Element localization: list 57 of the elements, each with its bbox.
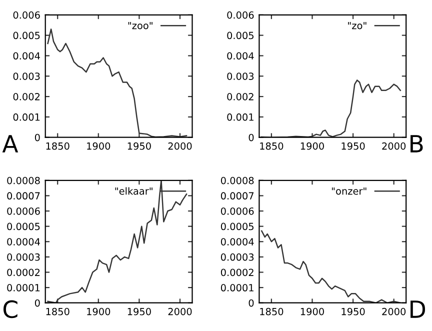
legend-label: "onzer" bbox=[332, 188, 366, 195]
y-tick-label: 0.0005 bbox=[7, 222, 40, 230]
y-tick-label: 0.0008 bbox=[220, 176, 254, 184]
y-tick-label: 0.0007 bbox=[220, 192, 254, 200]
y-tick-label: 0.0002 bbox=[7, 268, 40, 276]
x-tick-label: 1900 bbox=[300, 308, 324, 316]
y-tick-label: 0.0006 bbox=[220, 207, 254, 215]
x-tick-label: 1850 bbox=[46, 142, 70, 150]
y-tick-label: 0.0001 bbox=[220, 284, 254, 292]
y-tick-label: 0.005 bbox=[227, 32, 254, 40]
x-tick-label: 1900 bbox=[300, 142, 324, 150]
legend-label: "zoo" bbox=[128, 22, 152, 30]
x-tick-label: 1850 bbox=[260, 142, 284, 150]
x-tick-label: 2000 bbox=[382, 308, 406, 316]
x-tick-label: 2000 bbox=[382, 142, 406, 150]
y-tick-label: 0 bbox=[248, 299, 254, 307]
y-tick-label: 0 bbox=[34, 134, 40, 142]
y-tick-label: 0.0008 bbox=[7, 176, 40, 184]
y-tick-label: 0.001 bbox=[227, 113, 254, 121]
x-tick-label: 1950 bbox=[128, 308, 151, 316]
y-tick-label: 0.004 bbox=[13, 52, 40, 60]
y-tick-label: 0 bbox=[248, 134, 254, 142]
y-tick-label: 0.0001 bbox=[7, 284, 40, 292]
y-tick-label: 0.006 bbox=[227, 11, 254, 19]
y-tick-label: 0.003 bbox=[227, 72, 254, 80]
y-tick-label: 0.0003 bbox=[220, 253, 254, 261]
y-tick-label: 0.0004 bbox=[220, 238, 254, 246]
y-tick-label: 0.0007 bbox=[7, 192, 40, 200]
x-tick-label: 1950 bbox=[128, 142, 151, 150]
y-tick-label: 0.006 bbox=[13, 11, 40, 19]
y-tick-label: 0.002 bbox=[227, 93, 254, 100]
line-series bbox=[261, 80, 401, 138]
x-tick-label: 1900 bbox=[87, 308, 110, 316]
y-tick-label: 0.004 bbox=[227, 52, 254, 60]
x-tick-label: 1950 bbox=[342, 308, 365, 316]
y-tick-label: 0.002 bbox=[13, 93, 40, 100]
legend-label: "zo" bbox=[348, 22, 366, 30]
x-tick-label: 1950 bbox=[342, 142, 365, 150]
y-tick-label: 0.0005 bbox=[220, 222, 254, 230]
x-tick-label: 1850 bbox=[46, 308, 70, 316]
legend-label: "elkaar" bbox=[115, 187, 152, 195]
y-tick-label: 0 bbox=[34, 299, 40, 307]
x-tick-label: 1850 bbox=[260, 308, 284, 316]
y-tick-label: 0.0004 bbox=[7, 238, 40, 246]
y-tick-label: 0.0003 bbox=[7, 253, 40, 261]
text: C bbox=[3, 300, 18, 318]
text: B bbox=[410, 135, 423, 152]
y-tick-label: 0.0002 bbox=[220, 268, 254, 276]
y-tick-label: 0.005 bbox=[13, 32, 40, 40]
y-tick-label: 0.001 bbox=[13, 113, 40, 121]
x-tick-label: 1900 bbox=[87, 142, 110, 150]
text: D bbox=[410, 300, 426, 318]
text: A bbox=[2, 135, 18, 152]
x-tick-label: 2000 bbox=[168, 308, 192, 316]
y-tick-label: 0.003 bbox=[13, 72, 40, 80]
x-tick-label: 2000 bbox=[168, 142, 192, 150]
y-tick-label: 0.0006 bbox=[7, 207, 40, 215]
